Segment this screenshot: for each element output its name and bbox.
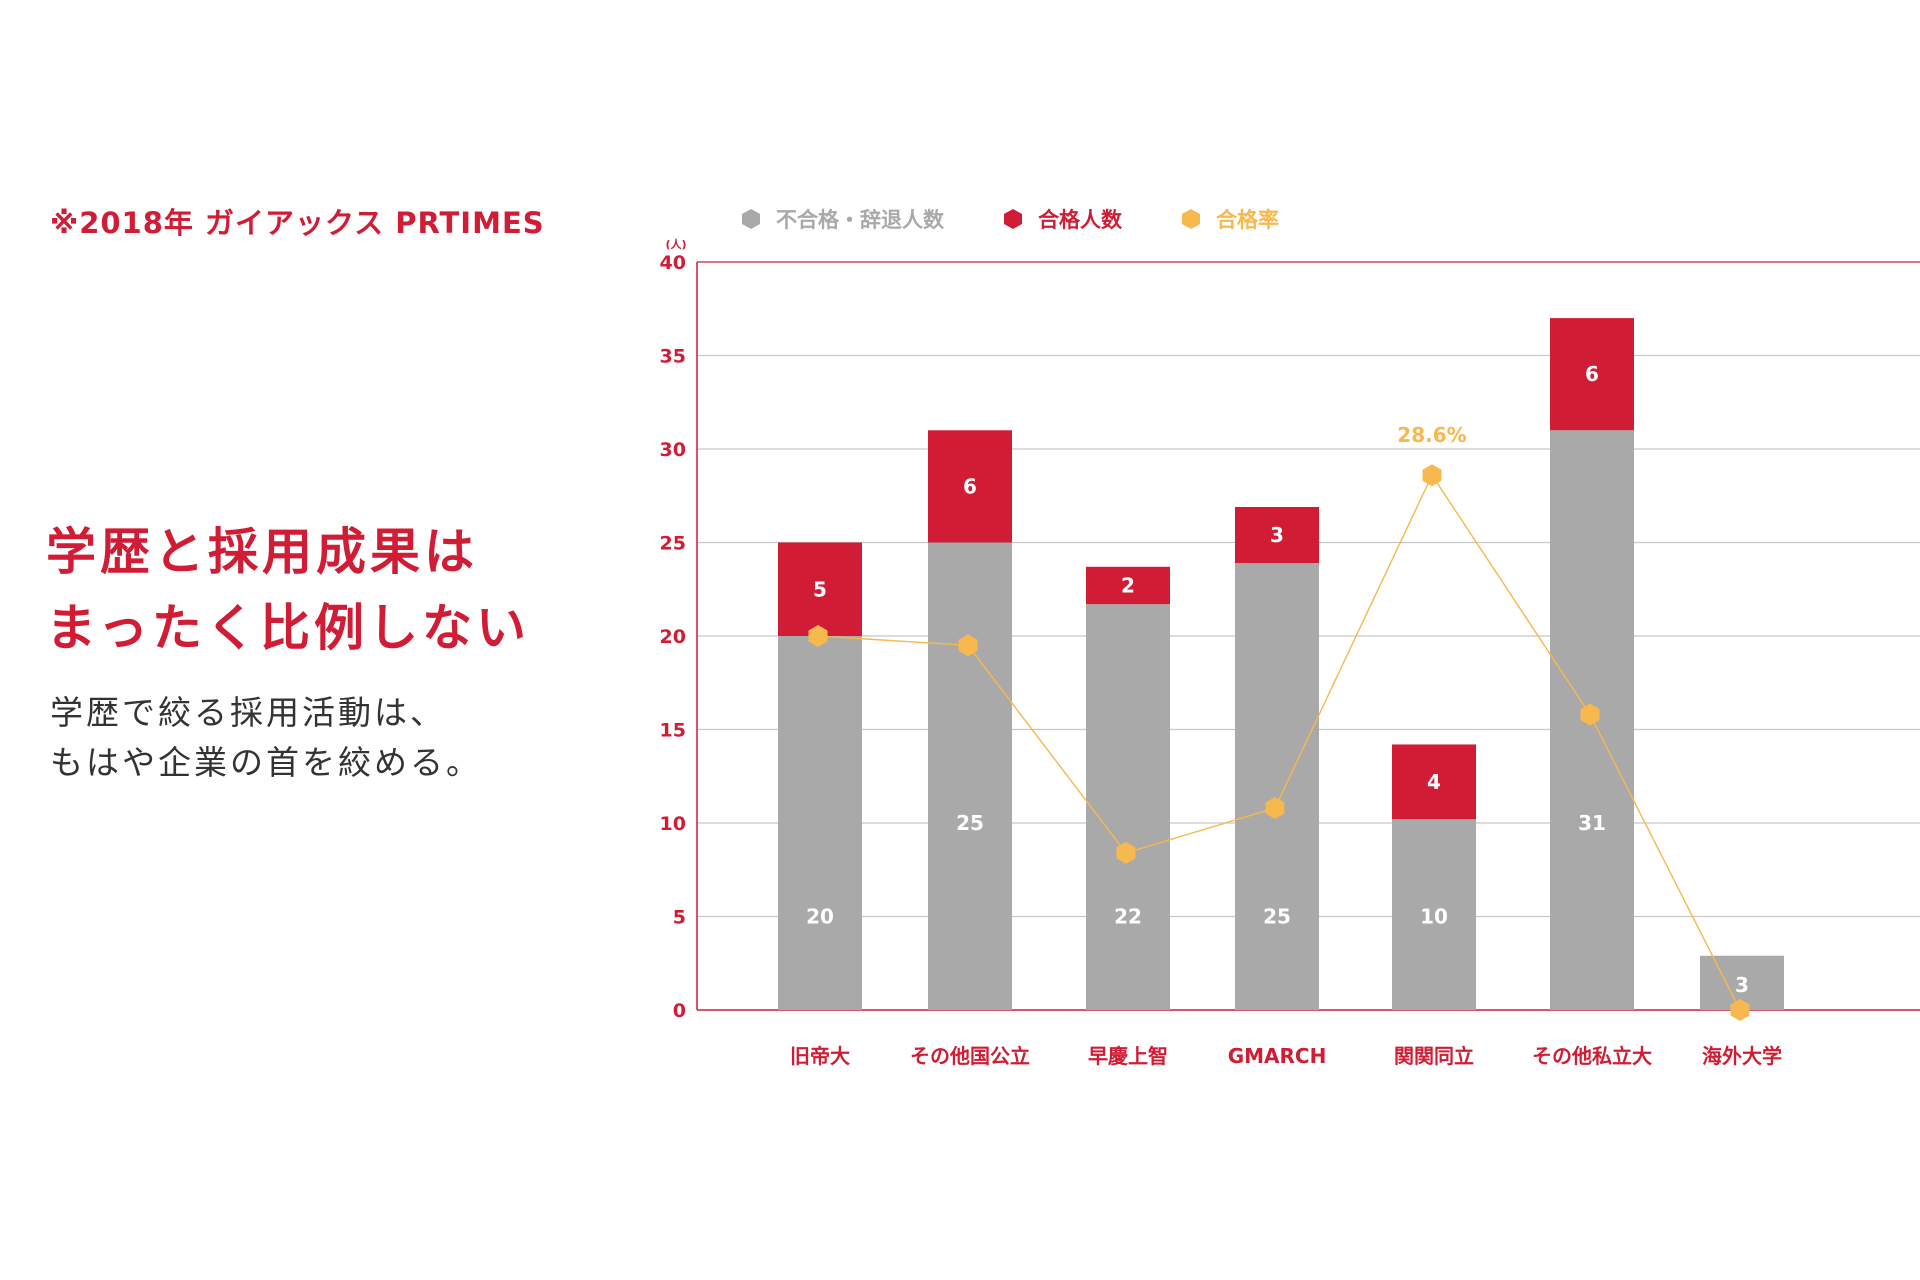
bar-rejected-label: 25: [956, 811, 984, 835]
bar-passed-label: 4: [1427, 770, 1441, 794]
y-tick-label: 5: [673, 907, 686, 929]
bar-passed: [1235, 506, 1319, 564]
legend-label-passed: 合格人数: [1038, 208, 1122, 232]
x-category-label: 旧帝大: [790, 1044, 850, 1068]
x-category-label: 関関同立: [1394, 1044, 1474, 1068]
bar-rejected-label: 10: [1420, 905, 1448, 929]
bar-rejected: [1086, 604, 1170, 1010]
y-tick-label: 15: [660, 720, 686, 742]
bar-passed: [778, 542, 862, 636]
bar-passed-label: 3: [1270, 523, 1284, 547]
y-tick-label: 0: [673, 1000, 686, 1022]
label-layer: 0510152025303540(人)520旧帝大625その他国公立222早慶上…: [660, 237, 1782, 1068]
rate-point: [1580, 703, 1600, 726]
bar-layer: [778, 318, 1784, 1010]
bar-rejected: [928, 542, 1012, 1010]
bar-rejected: [778, 636, 862, 1010]
bar-passed: [1550, 318, 1634, 431]
y-tick-label: 25: [660, 533, 686, 555]
bar-rejected-label: 22: [1114, 905, 1142, 929]
x-category-label: その他国公立: [910, 1044, 1030, 1068]
rate-line-layer: [808, 464, 1750, 1021]
rate-point: [1116, 841, 1136, 864]
bar-rejected-label: 25: [1263, 905, 1291, 929]
bar-passed: [928, 430, 1012, 543]
y-axis-unit: (人): [665, 237, 686, 251]
x-category-label: GMARCH: [1228, 1044, 1327, 1068]
rate-highlight-label: 28.6%: [1397, 423, 1466, 447]
bar-rejected: [1235, 563, 1319, 1010]
headline: 学歴と採用成果は まったく比例しない: [46, 514, 530, 666]
bar-rejected-label: 20: [806, 905, 834, 929]
y-tick-label: 35: [660, 346, 686, 368]
bar-passed-label: 6: [963, 474, 977, 498]
bar-rejected-label: 31: [1578, 811, 1606, 835]
hexagon-icon-gray: [742, 209, 760, 229]
legend-item-passed: 合格人数: [1002, 204, 1122, 234]
hexagon-icon-yellow: [1182, 209, 1200, 229]
rate-point: [1422, 464, 1442, 487]
x-category-label: その他私立大: [1532, 1044, 1652, 1068]
rate-point: [808, 625, 828, 647]
legend-item-rate: 合格率: [1180, 204, 1279, 234]
subline-line-2: もはや企業の首を絞める。: [50, 743, 482, 782]
bar-passed: [1086, 566, 1170, 605]
bar-passed-label: 2: [1121, 574, 1135, 598]
source-note: ※2018年 ガイアックス PRTIMES: [50, 206, 545, 240]
hexagon-icon-red: [1004, 209, 1022, 229]
rate-point: [958, 634, 978, 657]
bar-rejected-label: 3: [1735, 973, 1749, 997]
headline-line-2: まったく比例しない: [46, 599, 530, 657]
bar-passed-label: 5: [813, 577, 827, 601]
legend-label-rate: 合格率: [1216, 208, 1279, 232]
y-tick-label: 10: [660, 813, 686, 835]
subline: 学歴で絞る採用活動は、 もはや企業の首を絞める。: [50, 688, 482, 788]
bar-rejected: [1392, 819, 1476, 1010]
headline-line-1: 学歴と採用成果は: [46, 523, 478, 581]
x-category-label: 早慶上智: [1088, 1044, 1168, 1068]
legend-label-rejected: 不合格・辞退人数: [776, 208, 944, 232]
x-category-label: 海外大学: [1702, 1044, 1782, 1068]
y-tick-label: 30: [660, 439, 686, 461]
rate-point: [1730, 999, 1750, 1021]
rate-point: [1265, 797, 1285, 819]
legend-item-rejected: 不合格・辞退人数: [740, 204, 944, 234]
bar-passed: [1392, 744, 1476, 820]
y-tick-label: 40: [660, 252, 686, 274]
y-tick-label: 20: [660, 626, 686, 648]
chart-legend: 不合格・辞退人数 合格人数 合格率: [740, 204, 1279, 234]
subline-line-1: 学歴で絞る採用活動は、: [50, 693, 446, 732]
bar-passed-label: 6: [1585, 362, 1599, 386]
